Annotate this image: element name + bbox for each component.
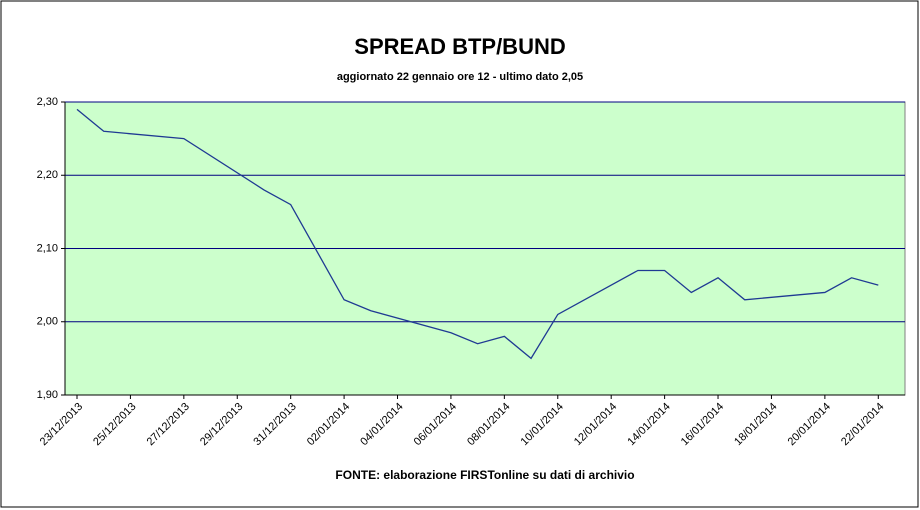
source-note: FONTE: elaborazione FIRSTonline su dati … [335,468,634,482]
y-tick-label: 2,00 [37,316,58,328]
line-series [76,108,879,360]
y-tick-label: 2,20 [37,169,58,181]
chart-subtitle: aggiornato 22 gennaio ore 12 - ultimo da… [337,71,583,83]
y-tick-label: 1,90 [37,389,58,401]
y-tick-label: 2,10 [37,242,58,254]
chart-title: SPREAD BTP/BUND [354,34,565,59]
y-tick-label: 2,30 [37,96,58,108]
